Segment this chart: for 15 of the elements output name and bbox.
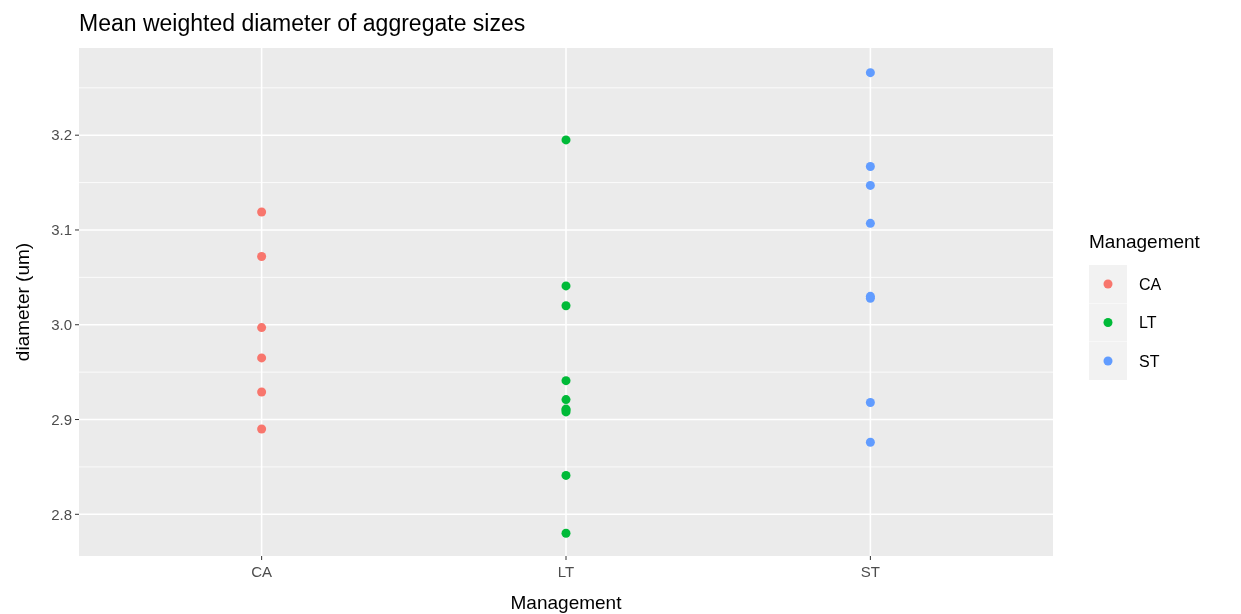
x-axis-title: Management [510,592,623,613]
x-tick-label: LT [557,563,575,580]
legend-label: ST [1139,352,1160,370]
x-tick-label: CA [251,563,273,580]
y-tick-label: 3.1 [51,221,72,239]
y-tick-label: 2.8 [51,505,72,523]
y-tick-label: 3.2 [51,126,72,144]
x-tick-label: ST [860,563,880,580]
y-axis-title: diameter (um) [12,242,33,362]
y-tick-label: 2.9 [51,410,72,428]
chart-title: Mean weighted diameter of aggregate sizes [79,10,526,36]
legend-title: Management [1089,231,1201,252]
y-tick-label: 3.0 [51,316,72,333]
legend-label: LT [1139,314,1157,332]
legend-label: CA [1139,275,1162,293]
